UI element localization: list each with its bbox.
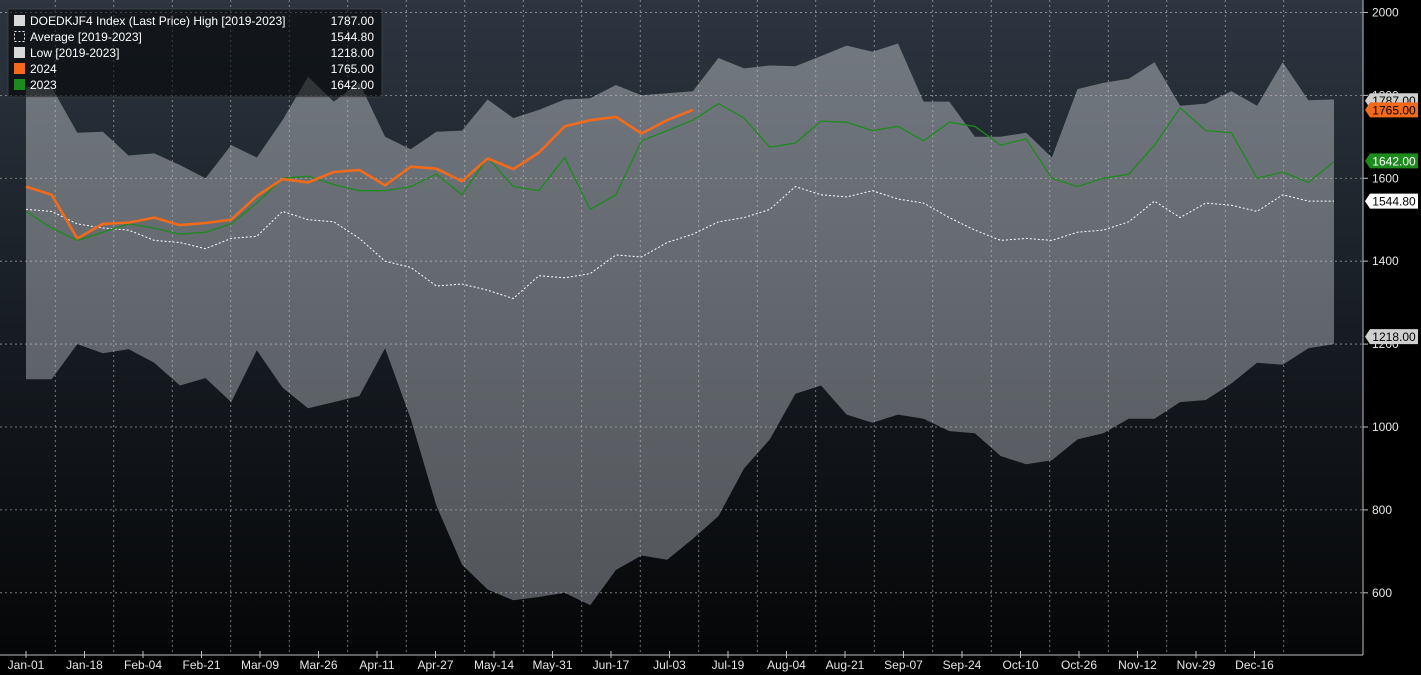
y-tick-label: 800 bbox=[1372, 503, 1392, 517]
x-tick-label: Apr-11 bbox=[359, 658, 394, 672]
legend-label: DOEDKJF4 Index (Last Price) High [2019-2… bbox=[30, 14, 285, 28]
x-tick-label: Jul-19 bbox=[712, 658, 745, 672]
y-tick-label: 1000 bbox=[1372, 420, 1399, 434]
legend-swatch bbox=[14, 79, 25, 90]
legend-label: Average [2019-2023] bbox=[30, 30, 142, 44]
last-value-badge-bg bbox=[1365, 102, 1418, 118]
range-band-high-low bbox=[26, 43, 1334, 606]
legend-value: 1544.80 bbox=[331, 30, 375, 44]
legend-value: 1642.00 bbox=[331, 78, 375, 92]
x-tick-label: Nov-29 bbox=[1177, 658, 1216, 672]
x-tick-label: Sep-07 bbox=[884, 658, 923, 672]
legend-swatch bbox=[14, 47, 25, 58]
legend-label: Low [2019-2023] bbox=[30, 46, 119, 60]
y-tick-label: 2000 bbox=[1372, 5, 1399, 19]
last-value-badge-text: 1642.00 bbox=[1372, 154, 1416, 168]
x-tick-label: Feb-21 bbox=[182, 658, 220, 672]
x-tick-label: Dec-16 bbox=[1235, 658, 1274, 672]
x-tick-label: Sep-24 bbox=[943, 658, 982, 672]
x-tick-label: May-31 bbox=[532, 658, 572, 672]
last-value-badge-bg bbox=[1365, 329, 1418, 345]
legend-label: 2024 bbox=[30, 62, 57, 76]
average-line bbox=[25, 186, 1334, 300]
x-tick-label: Jan-01 bbox=[8, 658, 45, 672]
x-tick-label: Mar-09 bbox=[241, 658, 279, 672]
x-tick-label: Aug-21 bbox=[826, 658, 865, 672]
x-tick-label: Oct-26 bbox=[1061, 658, 1097, 672]
series-2024-line bbox=[25, 108, 694, 240]
legend-value: 1765.00 bbox=[331, 62, 375, 76]
last-value-badge-text: 1544.80 bbox=[1372, 195, 1416, 209]
legend-label: 2023 bbox=[30, 78, 57, 92]
legend-swatch bbox=[14, 15, 25, 26]
x-tick-label: Aug-04 bbox=[767, 658, 806, 672]
x-tick-label: Jan-18 bbox=[66, 658, 103, 672]
x-tick-label: Jun-17 bbox=[593, 658, 630, 672]
x-tick-label: Nov-12 bbox=[1118, 658, 1157, 672]
x-tick-label: Feb-04 bbox=[124, 658, 162, 672]
legend-box bbox=[7, 8, 383, 98]
x-tick-label: May-14 bbox=[474, 658, 514, 672]
x-tick-label: Apr-27 bbox=[417, 658, 453, 672]
last-value-badge-bg bbox=[1365, 193, 1418, 209]
x-tick-label: Oct-10 bbox=[1002, 658, 1038, 672]
y-tick-label: 600 bbox=[1372, 586, 1392, 600]
x-tick-label: Mar-26 bbox=[299, 658, 337, 672]
last-value-badge-text: 1765.00 bbox=[1372, 103, 1416, 117]
y-tick-label: 1400 bbox=[1372, 254, 1399, 268]
last-value-badge-text: 1218.00 bbox=[1372, 330, 1416, 344]
legend-swatch bbox=[14, 31, 25, 42]
x-tick-label: Jul-03 bbox=[653, 658, 686, 672]
legend-value: 1218.00 bbox=[331, 46, 375, 60]
last-value-badge-bg bbox=[1365, 153, 1418, 169]
y-tick-label: 1600 bbox=[1372, 171, 1399, 185]
legend-value: 1787.00 bbox=[331, 14, 375, 28]
legend-swatch bbox=[14, 63, 25, 74]
series-2023-line bbox=[25, 102, 1335, 242]
